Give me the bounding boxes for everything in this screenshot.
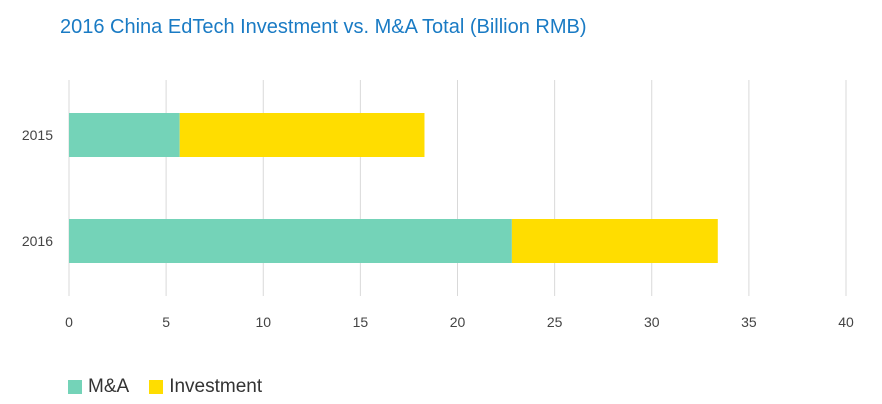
x-tick-label-35: 35 (741, 314, 757, 330)
x-tick-label-30: 30 (644, 314, 660, 330)
x-tick-label-40: 40 (838, 314, 854, 330)
legend: M&A Investment (68, 376, 282, 398)
x-tick-label-20: 20 (450, 314, 466, 330)
bar-ma-2015 (69, 113, 180, 157)
legend-label-ma: M&A (88, 376, 130, 397)
x-tick-label-5: 5 (162, 314, 170, 330)
y-tick-label-2016: 2016 (22, 233, 53, 249)
chart-title: 2016 China EdTech Investment vs. M&A Tot… (60, 16, 587, 38)
x-tick-label-0: 0 (65, 314, 73, 330)
legend-swatch-investment (149, 380, 164, 394)
legend-label-investment: Investment (169, 376, 263, 397)
x-tick-label-10: 10 (255, 314, 271, 330)
bar-investment-2015 (179, 113, 425, 157)
bar-investment-2016 (511, 219, 718, 263)
bar-chart: 0 5 10 15 20 25 30 35 40 2015 2016 (22, 80, 854, 330)
legend-swatch-ma (68, 380, 82, 394)
x-tick-label-25: 25 (547, 314, 563, 330)
x-tick-label-15: 15 (353, 314, 369, 330)
bar-ma-2016 (69, 219, 512, 263)
legend-item-investment: Investment (149, 376, 262, 398)
legend-item-ma: M&A (68, 376, 129, 398)
y-tick-label-2015: 2015 (22, 127, 53, 143)
